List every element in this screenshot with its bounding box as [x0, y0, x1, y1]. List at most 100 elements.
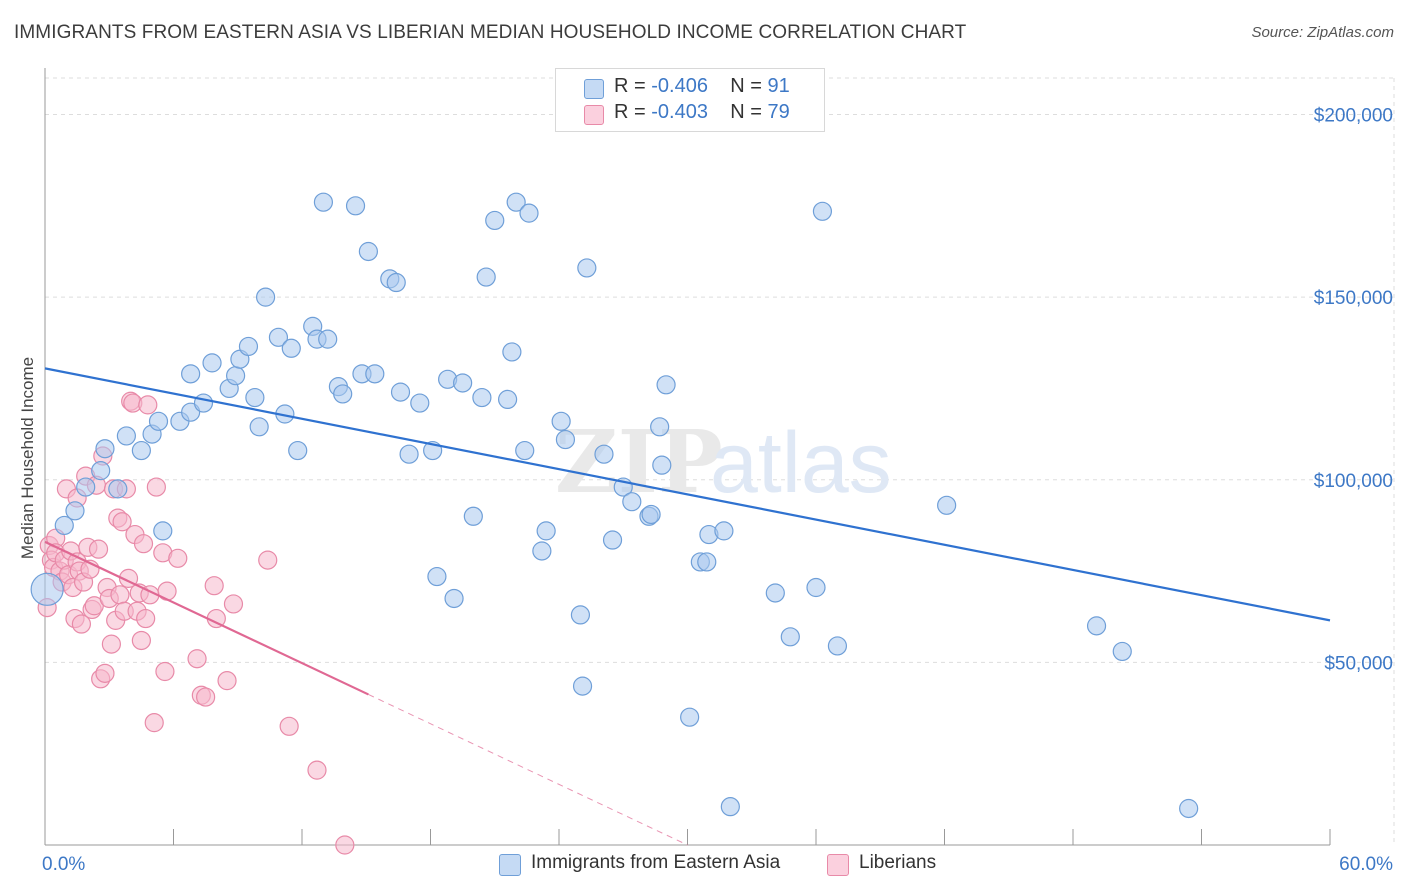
legend-n-value: 79 — [767, 101, 790, 123]
liberians-point-59 — [204, 576, 224, 596]
eastern-asia-point-3 — [76, 477, 96, 497]
eastern-asia-point-78 — [720, 797, 740, 817]
liberians-point-55 — [168, 548, 188, 568]
eastern-asia-point-49 — [472, 387, 492, 408]
eastern-asia-point-21 — [245, 387, 265, 408]
liberians-point-50 — [144, 713, 164, 733]
eastern-asia-point-81 — [806, 577, 826, 598]
eastern-asia-point-33 — [333, 384, 353, 404]
eastern-asia-point-59 — [551, 411, 571, 431]
eastern-asia-point-46 — [444, 588, 464, 609]
eastern-asia-point-4 — [91, 461, 111, 481]
eastern-asia-point-71 — [652, 455, 672, 475]
eastern-asia-point-15 — [193, 393, 214, 413]
chart-title: IMMIGRANTS FROM EASTERN ASIA VS LIBERIAN… — [14, 22, 967, 43]
liberians-point-51 — [146, 477, 166, 497]
eastern-asia-point-30 — [318, 329, 338, 349]
eastern-asia-point-8 — [131, 440, 151, 461]
eastern-asia-point-70 — [650, 417, 670, 437]
liberians-point-35 — [110, 585, 130, 605]
eastern-asia-point-53 — [502, 342, 522, 362]
eastern-asia-point-85 — [1086, 616, 1107, 636]
eastern-asia-point-6 — [108, 479, 128, 499]
legend-n-label: N = — [730, 101, 768, 123]
eastern-asia-point-54 — [506, 192, 526, 212]
legend-r-value: -0.403 — [651, 101, 708, 123]
x-tick-label-min: 0.0% — [42, 854, 85, 875]
eastern-asia-point-11 — [153, 521, 173, 541]
eastern-asia-point-1 — [54, 515, 74, 536]
eastern-asia-point-22 — [249, 417, 269, 437]
eastern-asia-point-2 — [65, 501, 85, 521]
eastern-asia-point-69 — [641, 504, 661, 525]
series-name-eastern-asia: Immigrants from Eastern Asia — [531, 852, 781, 873]
series-swatch-blue — [499, 854, 521, 876]
eastern-asia-point-61 — [570, 605, 591, 625]
eastern-asia-point-50 — [476, 267, 496, 287]
eastern-asia-point-26 — [281, 338, 301, 358]
eastern-asia-point-41 — [399, 444, 419, 464]
eastern-asia-point-44 — [427, 566, 447, 587]
liberians-point-64 — [279, 716, 299, 736]
eastern-asia-point-79 — [765, 583, 785, 603]
y-tick-label-0: $50,000 — [1324, 653, 1393, 674]
eastern-asia-point-39 — [386, 272, 406, 293]
liberians-point-66 — [335, 835, 355, 855]
y-tick-label-2: $150,000 — [1314, 288, 1393, 309]
liberians-point-53 — [155, 661, 175, 682]
liberians-point-31 — [101, 634, 121, 654]
y-axis-label: Median Household Income — [18, 357, 37, 559]
eastern-asia-point-51 — [485, 210, 505, 231]
eastern-asia-point-87 — [1179, 798, 1199, 819]
eastern-asia-point-58 — [536, 521, 556, 541]
eastern-asia-point-64 — [594, 444, 614, 464]
eastern-asia-point-23 — [255, 287, 276, 307]
legend-n-value: 91 — [767, 75, 790, 97]
eastern-asia-point-34 — [345, 196, 366, 216]
eastern-asia-point-56 — [519, 203, 539, 223]
eastern-asia-point-37 — [358, 241, 378, 262]
chart-source: Source: ZipAtlas.com — [1251, 24, 1394, 41]
eastern-asia-point-60 — [555, 429, 576, 450]
liberians-point-47 — [136, 608, 156, 629]
liberians-point-48 — [138, 395, 158, 415]
eastern-asia-point-16 — [202, 353, 222, 373]
eastern-asia-point-65 — [602, 530, 623, 550]
eastern-asia-point-52 — [498, 389, 518, 410]
eastern-asia-point-36 — [365, 364, 385, 384]
legend-r-label: R = — [614, 75, 652, 97]
eastern-asia-point-10 — [148, 411, 169, 431]
liberians-point-46 — [133, 534, 154, 554]
eastern-asia-point-47 — [453, 373, 473, 393]
eastern-asia-point-77 — [714, 521, 734, 541]
liberians-point-25 — [88, 539, 109, 559]
eastern-asia-point-5 — [95, 439, 115, 459]
eastern-asia-point-62 — [572, 676, 593, 696]
liberians-point-56 — [187, 649, 207, 669]
eastern-asia-point-83 — [827, 636, 848, 656]
trend-line-liberians-extension — [368, 693, 688, 846]
eastern-asia-point-27 — [288, 440, 308, 461]
liberians-point-36 — [112, 512, 132, 532]
eastern-asia-point-84 — [937, 495, 957, 515]
legend-text-pink: R = -0.403 N = 79 — [614, 101, 790, 124]
trend-line-eastern-asia — [44, 367, 1331, 622]
eastern-asia-point-0 — [30, 572, 64, 606]
legend-swatch-pink — [584, 105, 604, 125]
legend-r-value: -0.406 — [651, 75, 708, 97]
legend-text-blue: R = -0.406 N = 91 — [614, 75, 790, 98]
eastern-asia-point-86 — [1112, 641, 1132, 662]
watermark-atlas: atlas — [710, 415, 892, 511]
liberians-point-61 — [217, 671, 237, 691]
eastern-asia-point-7 — [116, 426, 136, 446]
liberians-point-65 — [307, 760, 327, 780]
liberians-point-58 — [196, 687, 216, 707]
y-tick-label-1: $100,000 — [1314, 471, 1393, 492]
legend-n-label: N = — [730, 75, 768, 97]
eastern-asia-point-18 — [226, 366, 246, 386]
eastern-asia-point-24 — [268, 327, 289, 347]
legend-swatch-blue — [584, 79, 604, 99]
eastern-asia-point-82 — [812, 201, 833, 221]
eastern-asia-point-57 — [532, 541, 552, 561]
